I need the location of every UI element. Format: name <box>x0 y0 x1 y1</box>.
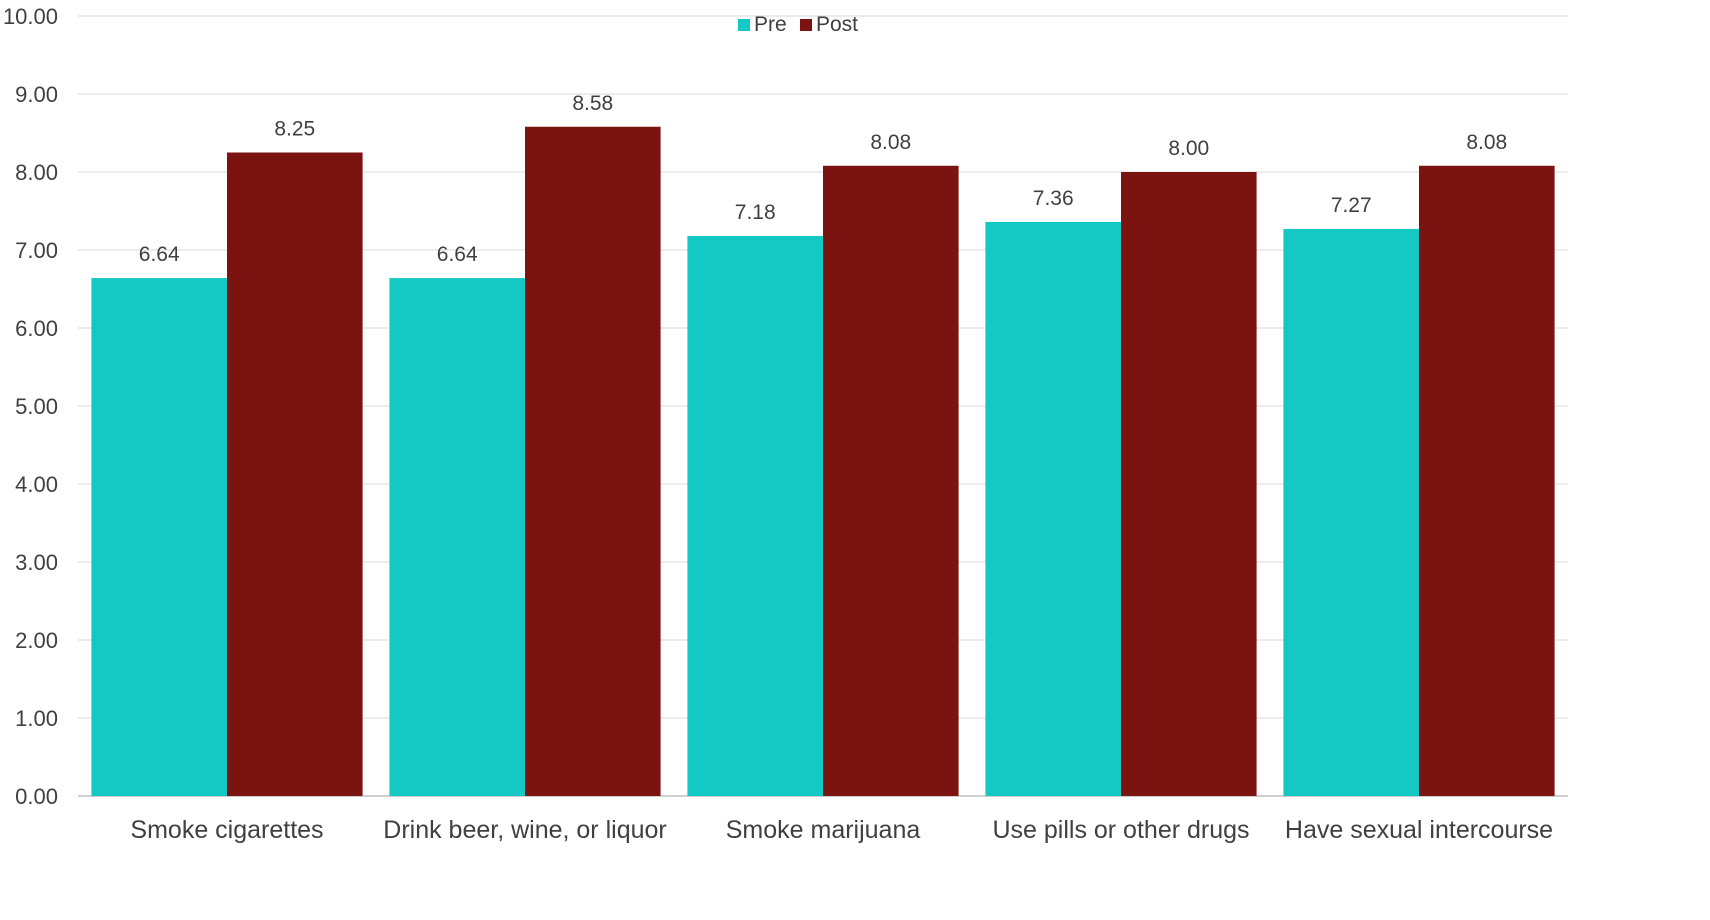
data-label: 8.08 <box>870 131 911 154</box>
data-label: 8.08 <box>1466 131 1507 154</box>
bar-post <box>1419 165 1555 796</box>
legend-label: Post <box>816 13 858 36</box>
bar-pre <box>1283 228 1419 796</box>
bar-pre <box>389 278 525 797</box>
x-category-label: Have sexual intercourse <box>1285 816 1553 844</box>
y-tick-label: 5.00 <box>15 394 58 419</box>
y-axis-ticks: 0.00 1.00 2.00 3.00 4.00 5.00 6.00 7.00 8.00 9.00… <box>3 4 58 809</box>
x-category-label: Use pills or other drugs <box>992 816 1249 844</box>
bar-post <box>1121 172 1257 796</box>
y-tick-label: 6.00 <box>15 316 58 341</box>
legend: Pre Post <box>738 13 858 36</box>
y-tick-label: 9.00 <box>15 82 58 107</box>
data-label: 6.64 <box>139 243 180 266</box>
legend-label: Pre <box>754 13 787 36</box>
data-labels: 6.64 8.25 6.64 8.58 7.18 8.08 7.36 8.00 7.27 8.08 <box>139 92 1507 266</box>
bar-post <box>227 152 363 796</box>
y-tick-label: 10.00 <box>3 4 58 29</box>
bar-pre <box>687 235 823 796</box>
x-axis-categories: Smoke cigarettes Drink beer, wine, or liq… <box>130 816 1553 844</box>
legend-swatch <box>738 19 750 31</box>
data-label: 7.18 <box>735 201 776 224</box>
bar-post <box>823 165 959 796</box>
data-label: 7.36 <box>1033 187 1074 210</box>
data-label: 8.58 <box>572 92 613 115</box>
legend-swatch <box>800 19 812 31</box>
bar-post <box>525 126 661 796</box>
y-tick-label: 0.00 <box>15 784 58 809</box>
bar-pre <box>985 221 1121 797</box>
x-category-label: Drink beer, wine, or liquor <box>383 816 666 844</box>
y-tick-label: 7.00 <box>15 238 58 263</box>
x-category-label: Smoke marijuana <box>726 816 921 844</box>
y-tick-label: 4.00 <box>15 472 58 497</box>
data-label: 7.27 <box>1331 194 1372 217</box>
y-tick-label: 2.00 <box>15 628 58 653</box>
bars <box>91 126 1555 797</box>
data-label: 6.64 <box>437 243 478 266</box>
y-tick-label: 8.00 <box>15 160 58 185</box>
data-label: 8.00 <box>1168 137 1209 160</box>
y-tick-label: 3.00 <box>15 550 58 575</box>
data-label: 8.25 <box>274 118 315 141</box>
y-tick-label: 1.00 <box>15 706 58 731</box>
x-category-label: Smoke cigarettes <box>130 816 323 844</box>
bar-pre <box>91 278 227 797</box>
